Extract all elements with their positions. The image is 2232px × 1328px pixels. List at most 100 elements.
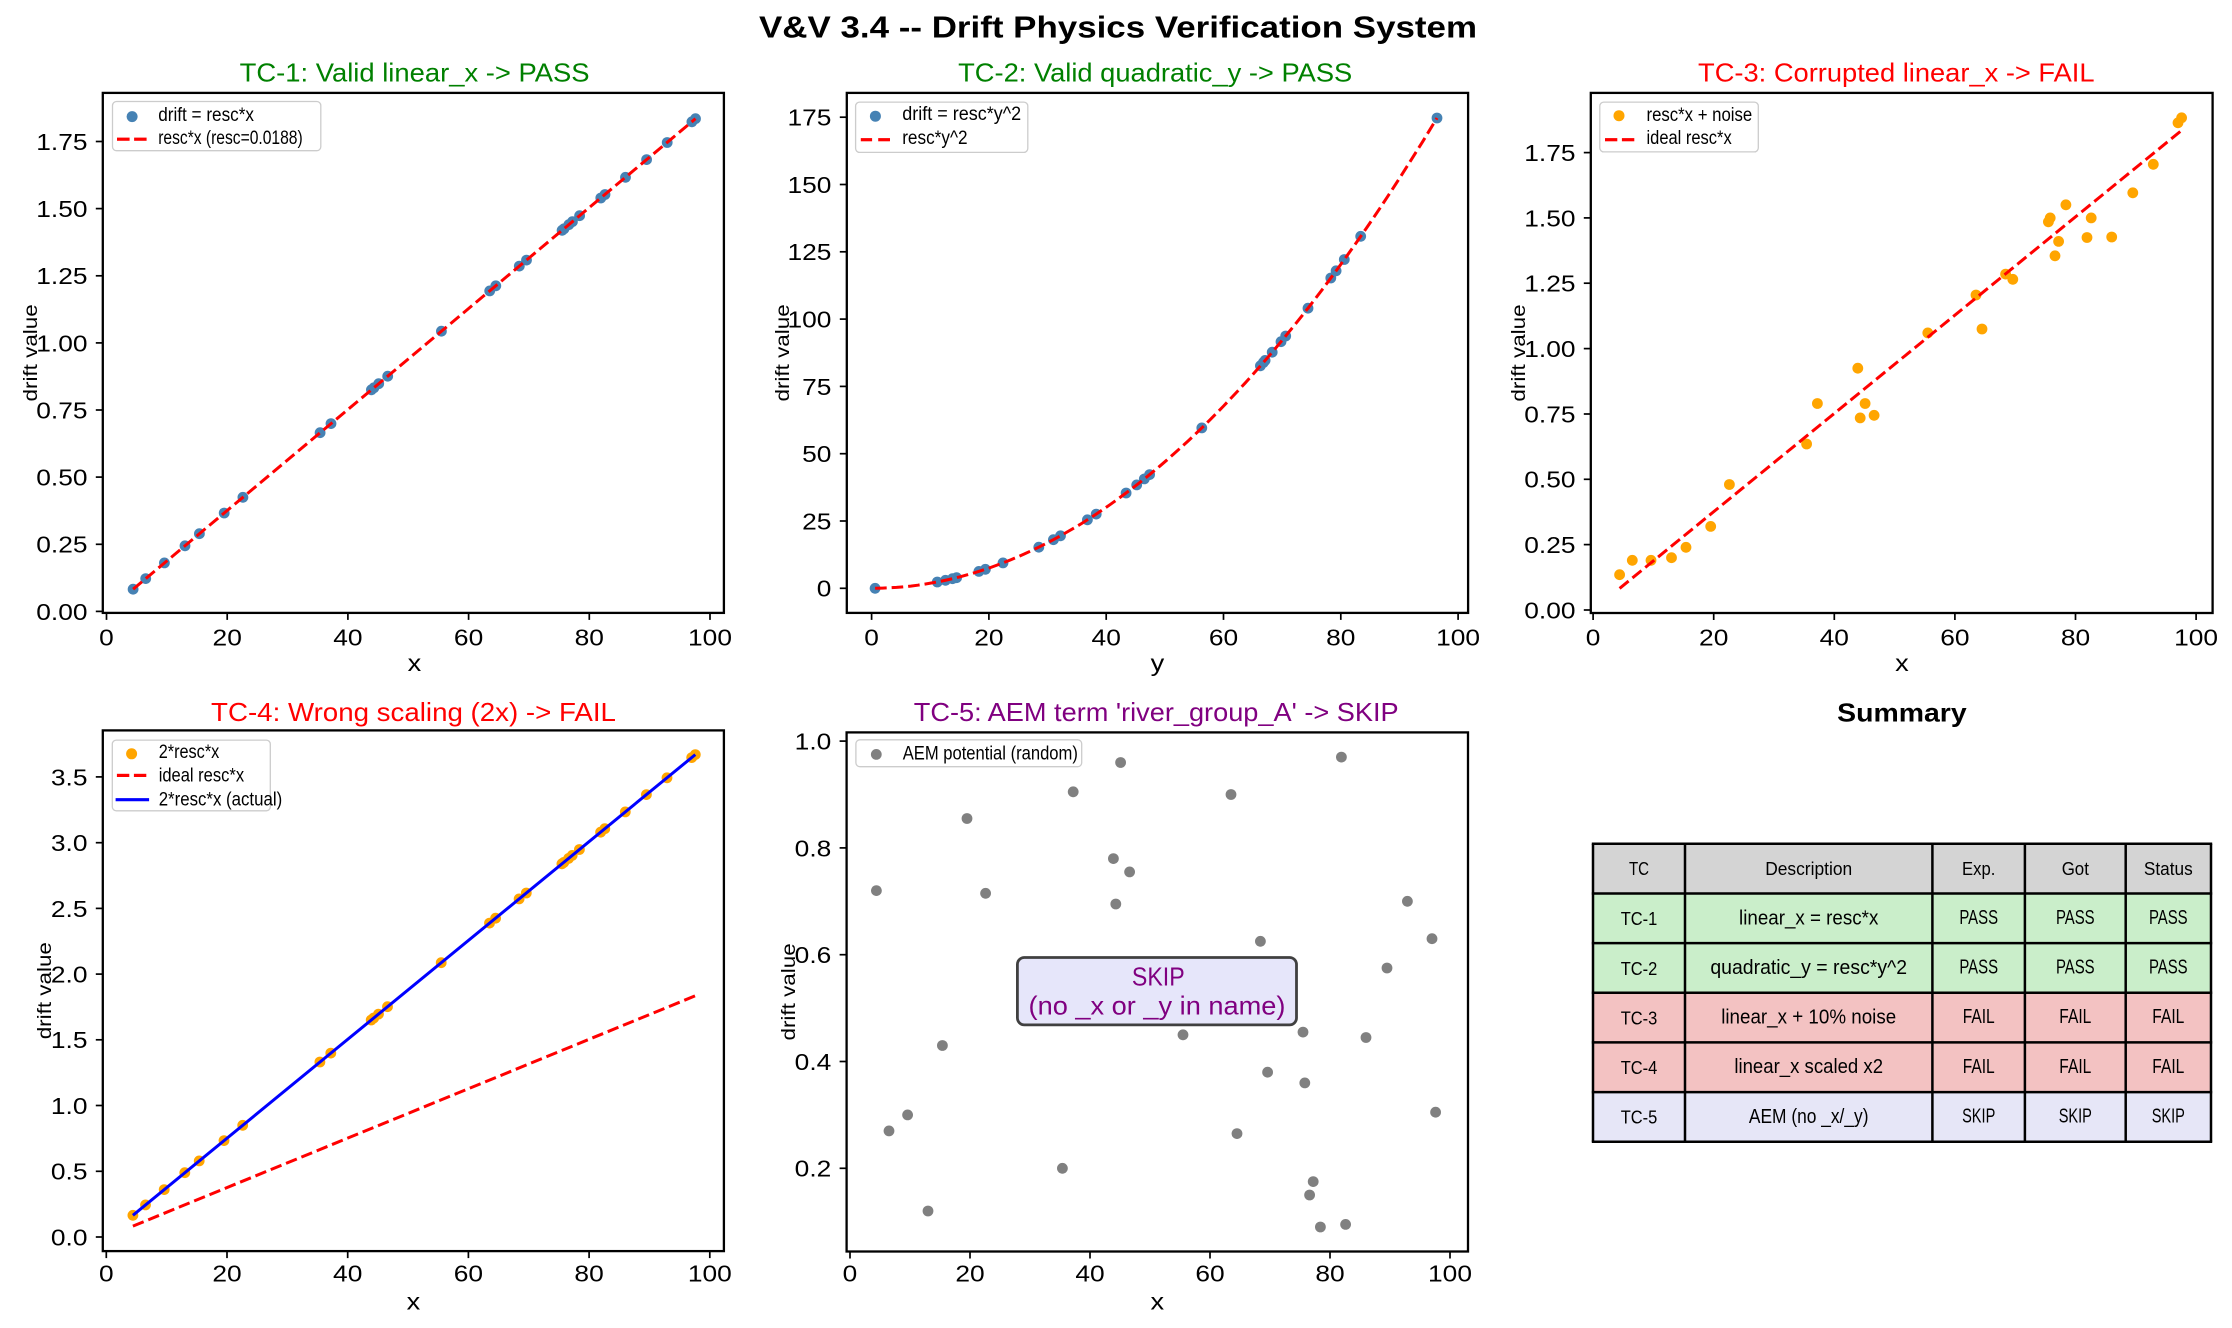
svg-text:Summary: Summary bbox=[1837, 698, 1967, 728]
svg-text:Status: Status bbox=[2144, 858, 2193, 879]
svg-text:resc*x (resc=0.0188): resc*x (resc=0.0188) bbox=[158, 128, 303, 149]
svg-text:TC: TC bbox=[1629, 858, 1649, 879]
svg-text:ideal resc*x: ideal resc*x bbox=[1647, 128, 1733, 149]
svg-text:2*resc*x: 2*resc*x bbox=[159, 742, 220, 763]
svg-text:0: 0 bbox=[864, 624, 879, 650]
svg-text:drift = resc*x: drift = resc*x bbox=[158, 105, 254, 126]
svg-text:1.25: 1.25 bbox=[1524, 271, 1575, 297]
svg-text:0.8: 0.8 bbox=[795, 835, 832, 861]
svg-text:0.4: 0.4 bbox=[795, 1049, 832, 1075]
svg-text:TC-2: TC-2 bbox=[1621, 958, 1658, 979]
svg-text:ideal resc*x: ideal resc*x bbox=[159, 765, 245, 786]
svg-text:TC-1: Valid linear_x -> PASS: TC-1: Valid linear_x -> PASS bbox=[240, 58, 590, 88]
svg-text:TC-5: AEM term 'river_group_A': TC-5: AEM term 'river_group_A' -> SKIP bbox=[914, 697, 1399, 727]
svg-text:100: 100 bbox=[2174, 624, 2218, 650]
svg-text:0.00: 0.00 bbox=[36, 599, 87, 625]
svg-text:3.0: 3.0 bbox=[51, 830, 88, 856]
svg-text:1.0: 1.0 bbox=[51, 1093, 88, 1119]
svg-text:1.00: 1.00 bbox=[36, 330, 87, 356]
svg-text:60: 60 bbox=[1940, 624, 1969, 650]
svg-text:0.2: 0.2 bbox=[795, 1156, 832, 1182]
svg-text:100: 100 bbox=[1428, 1261, 1472, 1287]
svg-text:Description: Description bbox=[1765, 858, 1852, 879]
svg-text:1.25: 1.25 bbox=[36, 263, 87, 289]
svg-text:40: 40 bbox=[333, 1261, 362, 1287]
svg-text:(no _x or _y in name): (no _x or _y in name) bbox=[1029, 990, 1286, 1020]
svg-text:y: y bbox=[1151, 650, 1165, 676]
svg-text:1.00: 1.00 bbox=[1524, 336, 1575, 362]
svg-text:50: 50 bbox=[802, 441, 831, 467]
svg-text:x: x bbox=[407, 1288, 421, 1314]
svg-text:linear_x = resc*x: linear_x = resc*x bbox=[1739, 906, 1879, 929]
svg-text:TC-4: TC-4 bbox=[1621, 1057, 1658, 1078]
svg-text:0.75: 0.75 bbox=[36, 397, 87, 423]
svg-text:drift value: drift value bbox=[779, 943, 800, 1040]
svg-text:FAIL: FAIL bbox=[2152, 1056, 2184, 1078]
svg-text:FAIL: FAIL bbox=[2059, 1056, 2091, 1078]
svg-text:125: 125 bbox=[788, 239, 832, 265]
svg-text:TC-4: Wrong scaling (2x) -> FA: TC-4: Wrong scaling (2x) -> FAIL bbox=[211, 697, 616, 727]
svg-text:FAIL: FAIL bbox=[2059, 1006, 2091, 1028]
svg-text:TC-2: Valid quadratic_y -> PAS: TC-2: Valid quadratic_y -> PASS bbox=[958, 58, 1352, 88]
svg-text:drift value: drift value bbox=[773, 304, 794, 401]
svg-text:175: 175 bbox=[788, 105, 832, 131]
svg-text:Got: Got bbox=[2062, 858, 2089, 879]
svg-text:AEM potential (random): AEM potential (random) bbox=[903, 744, 1078, 765]
svg-text:drift = resc*y^2: drift = resc*y^2 bbox=[902, 104, 1021, 125]
svg-text:20: 20 bbox=[212, 1261, 241, 1287]
svg-text:PASS: PASS bbox=[2056, 957, 2095, 979]
svg-text:40: 40 bbox=[1075, 1261, 1104, 1287]
svg-text:60: 60 bbox=[454, 1261, 483, 1287]
svg-text:80: 80 bbox=[574, 1261, 603, 1287]
svg-text:TC-3: Corrupted linear_x -> FA: TC-3: Corrupted linear_x -> FAIL bbox=[1698, 58, 2095, 88]
svg-text:60: 60 bbox=[1195, 1261, 1224, 1287]
svg-text:linear_x scaled x2: linear_x scaled x2 bbox=[1734, 1055, 1883, 1078]
svg-text:2.5: 2.5 bbox=[51, 896, 88, 922]
svg-text:0.6: 0.6 bbox=[795, 942, 832, 968]
svg-text:x: x bbox=[1895, 650, 1909, 676]
svg-text:60: 60 bbox=[1209, 624, 1238, 650]
svg-text:V&V 3.4 -- Drift Physics Verif: V&V 3.4 -- Drift Physics Verification Sy… bbox=[759, 9, 1477, 44]
svg-text:1.50: 1.50 bbox=[36, 196, 87, 222]
svg-text:PASS: PASS bbox=[2149, 957, 2188, 979]
svg-text:1.75: 1.75 bbox=[36, 129, 87, 155]
svg-text:0.50: 0.50 bbox=[1524, 467, 1575, 493]
svg-text:SKIP: SKIP bbox=[1132, 961, 1185, 991]
svg-text:resc*x + noise: resc*x + noise bbox=[1647, 105, 1753, 126]
svg-text:60: 60 bbox=[454, 624, 483, 650]
svg-text:SKIP: SKIP bbox=[2059, 1105, 2092, 1127]
svg-text:80: 80 bbox=[2061, 624, 2090, 650]
svg-text:0: 0 bbox=[843, 1261, 858, 1287]
svg-text:40: 40 bbox=[333, 624, 362, 650]
svg-text:20: 20 bbox=[213, 624, 242, 650]
svg-text:FAIL: FAIL bbox=[1963, 1006, 1995, 1028]
svg-text:2.0: 2.0 bbox=[51, 962, 88, 988]
svg-text:AEM (no _x/_y): AEM (no _x/_y) bbox=[1749, 1105, 1869, 1128]
svg-text:75: 75 bbox=[802, 374, 831, 400]
svg-text:0: 0 bbox=[817, 576, 832, 602]
svg-text:40: 40 bbox=[1820, 624, 1849, 650]
svg-text:100: 100 bbox=[688, 1261, 732, 1287]
svg-text:0.25: 0.25 bbox=[1524, 532, 1575, 558]
svg-text:100: 100 bbox=[688, 624, 732, 650]
svg-text:drift value: drift value bbox=[1509, 304, 1530, 401]
svg-text:0.25: 0.25 bbox=[36, 532, 87, 558]
svg-text:drift value: drift value bbox=[35, 942, 56, 1039]
svg-text:0.50: 0.50 bbox=[36, 465, 87, 491]
svg-text:PASS: PASS bbox=[1959, 957, 1998, 979]
svg-text:resc*y^2: resc*y^2 bbox=[902, 128, 967, 149]
svg-text:0.00: 0.00 bbox=[1524, 597, 1575, 623]
svg-text:drift value: drift value bbox=[21, 304, 42, 401]
svg-text:20: 20 bbox=[1699, 624, 1728, 650]
svg-text:20: 20 bbox=[974, 624, 1003, 650]
svg-text:FAIL: FAIL bbox=[2152, 1006, 2184, 1028]
svg-text:PASS: PASS bbox=[2056, 907, 2095, 929]
svg-text:100: 100 bbox=[1436, 624, 1480, 650]
svg-text:20: 20 bbox=[955, 1261, 984, 1287]
svg-text:quadratic_y = resc*y^2: quadratic_y = resc*y^2 bbox=[1710, 956, 1907, 979]
svg-text:1.75: 1.75 bbox=[1524, 140, 1575, 166]
svg-text:PASS: PASS bbox=[1959, 907, 1998, 929]
svg-text:TC-5: TC-5 bbox=[1621, 1107, 1658, 1128]
svg-text:0.0: 0.0 bbox=[51, 1224, 88, 1250]
svg-text:1.0: 1.0 bbox=[795, 729, 832, 755]
